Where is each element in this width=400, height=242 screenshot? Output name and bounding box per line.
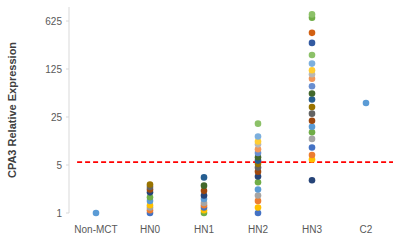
y-tick-label: 5: [56, 160, 62, 171]
point: [309, 67, 316, 74]
y-tick: [66, 165, 69, 166]
point: [363, 100, 370, 107]
x-tick-label: HN2: [248, 224, 268, 235]
point: [309, 30, 316, 37]
point: [309, 90, 316, 97]
x-tick-label: C2: [360, 224, 373, 235]
point: [255, 120, 262, 127]
point: [255, 204, 262, 211]
point: [309, 124, 316, 131]
point: [309, 152, 316, 159]
plot-area: [77, 11, 393, 216]
y-tick-label: 625: [45, 16, 62, 27]
point: [309, 60, 316, 67]
x-tick-label: HN3: [302, 224, 322, 235]
point: [201, 174, 208, 181]
y-axis-line: [69, 7, 70, 213]
x-tick-label: HN1: [194, 224, 214, 235]
point: [309, 177, 316, 184]
y-tick: [66, 21, 69, 22]
point: [309, 110, 316, 117]
point: [255, 192, 262, 199]
point: [309, 104, 316, 111]
point: [201, 182, 208, 189]
y-tick: [66, 213, 69, 214]
point: [309, 40, 316, 47]
point: [255, 186, 262, 193]
point: [255, 133, 262, 140]
point: [255, 179, 262, 186]
y-tick: [66, 117, 69, 118]
chart: 1 5 25 125 625 CPA3 Relative Expression Non-MC…: [0, 0, 400, 242]
y-tick: [66, 69, 69, 70]
point: [309, 11, 316, 18]
y-tick-label: 1: [56, 208, 62, 219]
point: [309, 83, 316, 90]
point: [309, 136, 316, 143]
point: [309, 118, 316, 125]
y-tick-label: 125: [45, 64, 62, 75]
y-axis-label: CPA3 Relative Expression: [6, 42, 18, 178]
y-tick-label: 25: [51, 112, 63, 123]
point: [93, 210, 100, 217]
point: [309, 96, 316, 103]
point: [309, 52, 316, 59]
threshold-line: [77, 161, 393, 163]
x-tick-label: HN0: [140, 224, 160, 235]
x-tick-label: Non-MCT: [74, 224, 117, 235]
point: [147, 181, 154, 188]
point: [309, 144, 316, 151]
